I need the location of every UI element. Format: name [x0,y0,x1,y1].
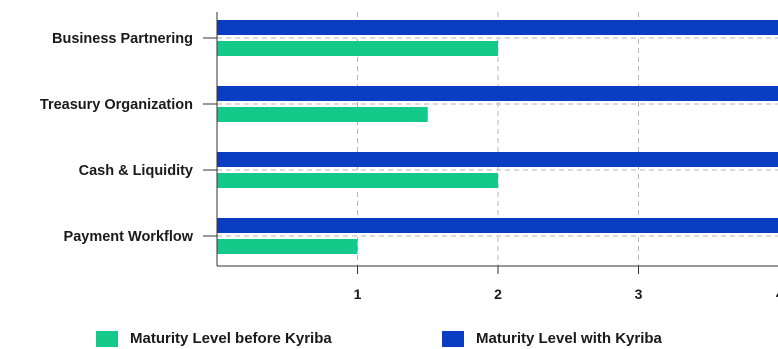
bar-with-kyriba-1 [217,86,778,101]
bar-before-kyriba-0 [217,41,498,56]
category-label-0: Business Partnering [52,31,193,47]
legend-swatch-with [442,330,464,347]
x-tick-label-3: 3 [635,286,643,302]
category-label-3: Payment Workflow [64,229,194,245]
legend-item-before: Maturity Level before Kyriba [96,330,332,347]
bar-before-kyriba-1 [217,107,428,122]
axes [203,12,778,274]
bar-before-kyriba-3 [217,239,358,254]
category-label-2: Cash & Liquidity [79,163,193,179]
x-tick-label-1: 1 [354,286,362,302]
bar-with-kyriba-2 [217,152,778,167]
legend-swatch-before [96,330,118,347]
category-label-1: Treasury Organization [40,97,193,113]
legend: Maturity Level before Kyriba Maturity Le… [0,330,778,349]
legend-item-with: Maturity Level with Kyriba [442,330,662,347]
legend-label-with: Maturity Level with Kyriba [476,330,662,347]
bar-before-kyriba-2 [217,173,498,188]
bar-with-kyriba-0 [217,20,778,35]
bars [217,20,778,254]
x-tick-label-4: 4 [776,286,778,302]
labels: Business Partnering Treasury Organization… [40,31,778,302]
bar-chart: Business Partnering Treasury Organization… [40,12,778,302]
legend-label-before: Maturity Level before Kyriba [130,330,332,347]
bar-with-kyriba-3 [217,218,778,233]
x-tick-label-2: 2 [494,286,502,302]
